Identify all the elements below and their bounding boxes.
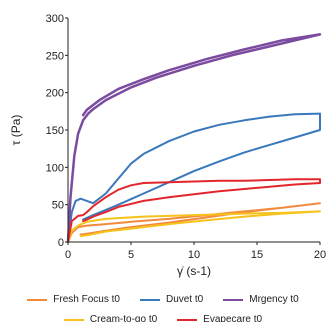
legend-label: Duvet t0 [165,294,204,305]
legend-swatch [223,298,244,301]
legend-item-mrgency: Mrgency t0 [223,294,299,305]
axes: 0 50 100 150 200 250 300 0 5 10 15 20 [46,13,326,261]
x-tick-label: 20 [314,249,326,261]
x-tick-label: 0 [65,249,71,261]
legend-label: Mrgency t0 [249,294,299,305]
y-tick-label: 200 [46,88,64,100]
legend-item-fresh-focus: Fresh Focus t0 [27,294,120,305]
x-axis-label: γ̇ (s-1) [177,264,211,278]
legend-label: Fresh Focus t0 [53,294,120,305]
x-tick-label: 10 [188,249,200,261]
legend-row-2: Cream-to-go t0 Evapecare t0 [0,314,326,322]
rheology-line-chart: 0 50 100 150 200 250 300 0 5 10 15 20 γ̇ (s-1) τ (P… [9,13,326,278]
x-tick-label: 5 [128,249,134,261]
series-line-duvet-t0 [67,112,321,243]
legend-swatch [177,318,198,321]
legend-swatch [139,298,160,301]
legend-swatch [63,318,84,321]
series-line-mrgency-t0 [66,33,322,244]
y-axis-label: τ (Pa) [9,115,23,146]
y-tick-label: 250 [46,50,64,62]
series-line-fresh-focus-t0 [67,202,321,243]
legend-item-cream-to-go: Cream-to-go t0 [63,314,158,322]
y-tick-label: 300 [46,13,64,25]
y-tick-label: 150 [46,125,64,137]
legend: Fresh Focus t0 Duvet t0 Mrgency t0 Cream… [0,292,326,322]
y-tick-label: 100 [46,162,64,174]
legend-label: Cream-to-go t0 [89,314,158,322]
legend-item-duvet: Duvet t0 [139,294,204,305]
legend-label: Evapecare t0 [203,314,263,322]
series-line-cream-to-go-t0 [67,210,321,243]
legend-swatch [27,298,48,301]
legend-item-evapecare: Evapecare t0 [177,314,262,322]
y-tick-label: 50 [52,200,64,212]
y-tick-label: 0 [58,237,64,249]
x-tick-label: 15 [251,249,263,261]
legend-row-1: Fresh Focus t0 Duvet t0 Mrgency t0 [0,294,326,305]
plot-area [66,33,322,244]
series-line-evapecare-t0 [67,178,321,243]
